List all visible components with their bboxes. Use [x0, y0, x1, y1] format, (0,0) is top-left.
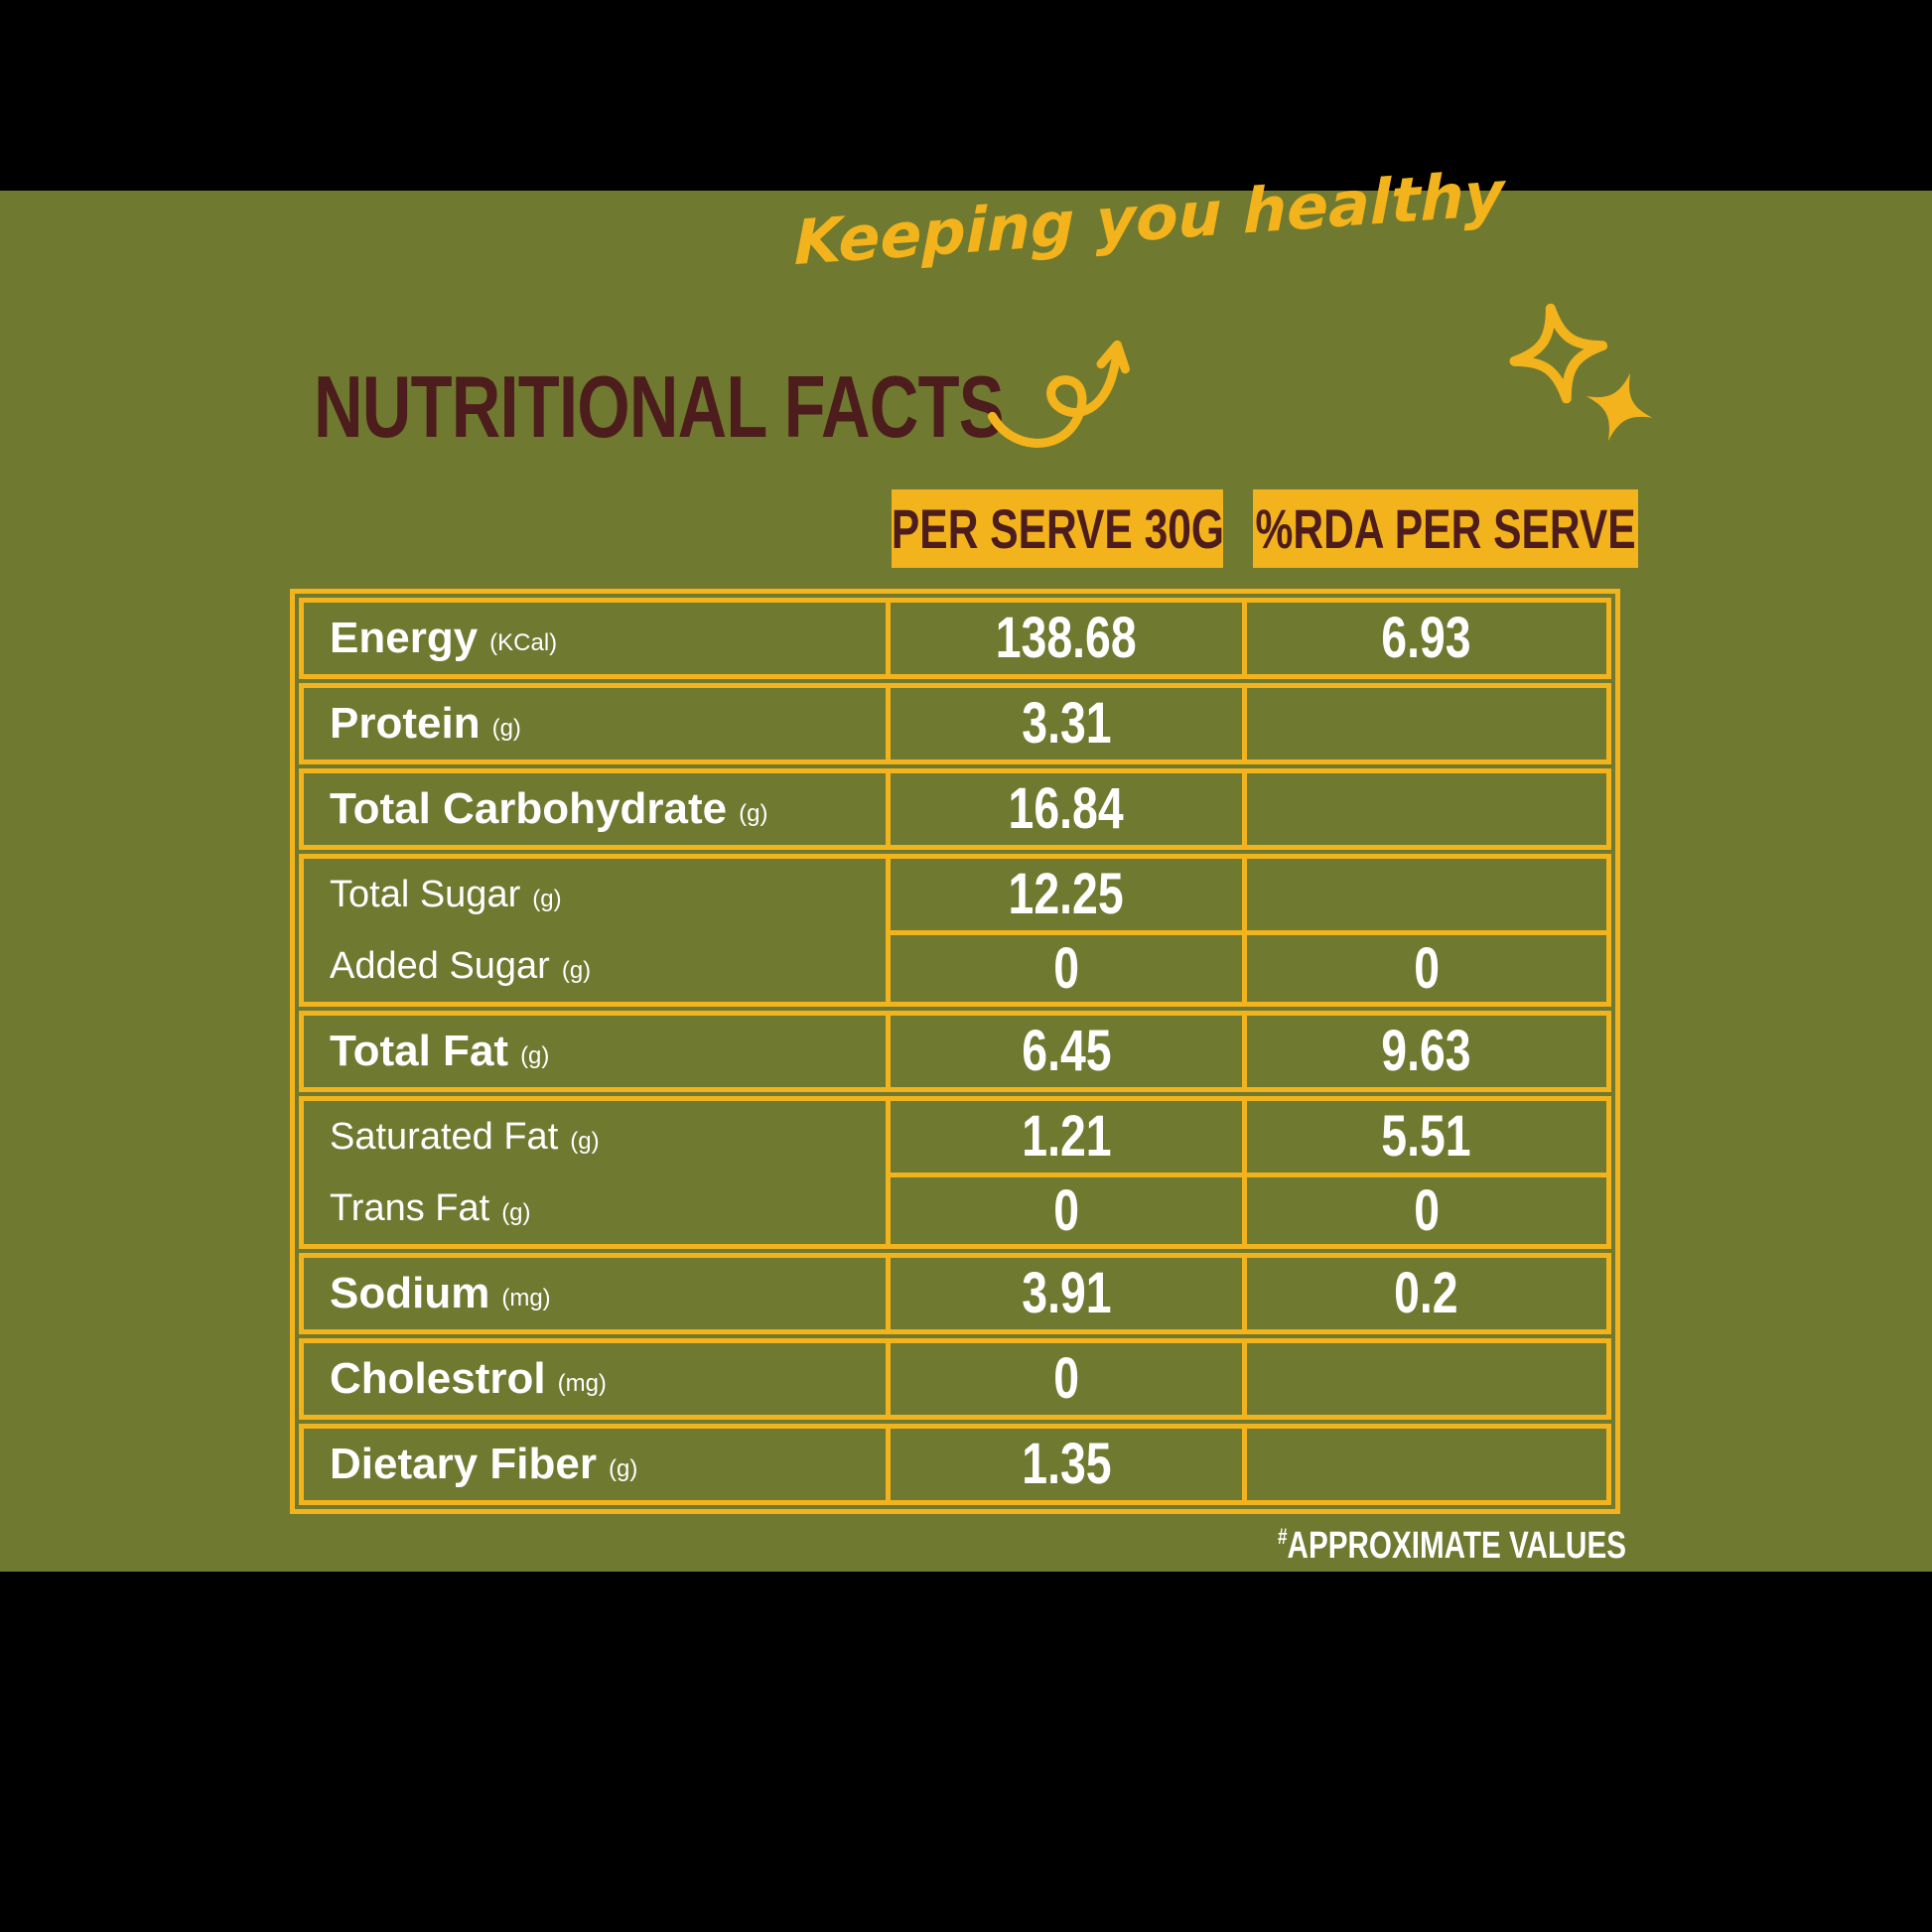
nutrient-unit: (mg) — [501, 1285, 551, 1311]
rda-value-cell: 0.2 — [1241, 1258, 1606, 1329]
nutrient-unit: (g) — [608, 1455, 638, 1482]
nutrition-table: Energy (KCal) 138.68 6.93 Protein (g) 3.31 Tota… — [290, 589, 1620, 1514]
column-header-per-serve-label: PER SERVE 30G — [892, 496, 1223, 560]
sparkle-filled-icon — [1586, 372, 1653, 442]
footnote: #APPROXIMATE VALUES — [1278, 1524, 1626, 1567]
per-serve-value: 6.45 — [1021, 1019, 1112, 1083]
nutrient-label-cell: Dietary Fiber (g) — [304, 1429, 886, 1500]
nutrient-label-cell: Sodium (mg) — [304, 1258, 886, 1329]
per-serve-value-cell: 0 — [886, 930, 1242, 1002]
table-block: Dietary Fiber (g) 1.35 — [299, 1424, 1611, 1505]
column-header-rda-label: %RDA PER SERVE — [1255, 496, 1636, 560]
per-serve-value-cell: 3.91 — [886, 1258, 1241, 1329]
sparkles-decoration — [1509, 303, 1653, 442]
nutrient-unit: (KCal) — [489, 629, 558, 656]
table-block: Cholestrol (mg) 0 — [299, 1338, 1611, 1420]
rda-value-cell: 0 — [1241, 1173, 1606, 1244]
nutrient-label-cell: Trans Fat (g) — [304, 1173, 886, 1244]
rda-value-cell — [1241, 688, 1606, 759]
rda-value: 0 — [1413, 1177, 1440, 1243]
per-serve-value-cell: 138.68 — [886, 603, 1241, 674]
rda-value-cell: 5.51 — [1241, 1101, 1606, 1173]
rda-value: 9.63 — [1381, 1019, 1471, 1083]
nutrient-name: Total Fat — [330, 1027, 509, 1075]
nutrient-label-cell: Total Sugar (g) — [304, 859, 886, 930]
page-title: NUTRITIONAL FACTS — [314, 357, 1005, 456]
nutrient-name: Saturated Fat — [330, 1115, 559, 1158]
per-serve-value-cell: 1.35 — [886, 1429, 1241, 1500]
per-serve-value-cell: 0 — [886, 1173, 1242, 1244]
per-serve-value: 138.68 — [996, 606, 1137, 670]
nutrient-label-cell: Added Sugar (g) — [304, 930, 886, 1002]
rda-value: 0.2 — [1394, 1261, 1459, 1325]
nutrient-name: Total Carbohydrate — [330, 784, 728, 833]
table-block: Energy (KCal) 138.68 6.93 — [299, 598, 1611, 679]
column-header-per-serve: PER SERVE 30G — [892, 489, 1223, 568]
nutrient-unit: (g) — [739, 800, 768, 827]
nutrient-unit: (g) — [491, 715, 521, 742]
rda-value: 0 — [1413, 935, 1440, 1001]
table-block: Total Fat (g) 6.45 9.63 — [299, 1011, 1611, 1092]
nutrient-label-cell: Total Carbohydrate (g) — [304, 773, 886, 845]
nutrient-label-cell: Cholestrol (mg) — [304, 1343, 886, 1415]
rda-value: 5.51 — [1381, 1104, 1471, 1169]
per-serve-value-cell: 1.21 — [886, 1101, 1241, 1173]
nutrient-name: Energy — [330, 614, 479, 662]
per-serve-value-cell: 12.25 — [886, 859, 1241, 930]
nutrient-label-cell: Total Fat (g) — [304, 1016, 886, 1087]
per-serve-value: 0 — [1053, 1177, 1079, 1243]
per-serve-value: 3.31 — [1021, 691, 1112, 756]
nutrient-unit: (g) — [501, 1199, 531, 1226]
nutrient-unit: (mg) — [557, 1370, 607, 1397]
column-header-rda: %RDA PER SERVE — [1253, 489, 1638, 568]
table-block: Saturated Fat (g) 1.21 5.51 Trans Fat (g) 0 0 — [299, 1096, 1611, 1249]
footnote-text: APPROXIMATE VALUES — [1287, 1525, 1626, 1567]
nutrient-name: Total Sugar — [330, 873, 521, 915]
nutrient-label-cell: Protein (g) — [304, 688, 886, 759]
nutrient-name: Protein — [330, 699, 481, 748]
per-serve-value: 1.35 — [1021, 1432, 1112, 1496]
per-serve-value: 1.21 — [1021, 1104, 1112, 1169]
rda-value-cell — [1241, 1429, 1606, 1500]
table-block: Total Carbohydrate (g) 16.84 — [299, 768, 1611, 850]
nutrient-name: Sodium — [330, 1269, 490, 1317]
rda-value-cell: 9.63 — [1241, 1016, 1606, 1087]
per-serve-value: 3.91 — [1021, 1261, 1112, 1325]
per-serve-value-cell: 6.45 — [886, 1016, 1241, 1087]
nutrient-unit: (g) — [520, 1042, 550, 1069]
rda-value-cell — [1241, 859, 1606, 930]
nutrient-label-cell: Saturated Fat (g) — [304, 1101, 886, 1173]
nutrient-label-cell: Energy (KCal) — [304, 603, 886, 674]
rda-value-cell: 0 — [1241, 930, 1606, 1002]
curved-arrow-doodle-icon — [987, 340, 1130, 448]
nutrient-unit: (g) — [561, 957, 592, 984]
table-block: Total Sugar (g) 12.25 Added Sugar (g) 0 0 — [299, 854, 1611, 1007]
rda-value: 6.93 — [1381, 606, 1471, 670]
per-serve-value: 0 — [1053, 1346, 1079, 1411]
table-block: Protein (g) 3.31 — [299, 683, 1611, 764]
per-serve-value: 0 — [1053, 935, 1079, 1001]
rda-value-cell — [1241, 773, 1606, 845]
per-serve-value: 16.84 — [1008, 776, 1125, 841]
table-block: Sodium (mg) 3.91 0.2 — [299, 1253, 1611, 1334]
rda-value-cell — [1241, 1343, 1606, 1415]
nutrient-name: Dietary Fiber — [330, 1440, 597, 1488]
per-serve-value-cell: 0 — [886, 1343, 1241, 1415]
nutrient-unit: (g) — [532, 886, 562, 912]
nutrient-name: Added Sugar — [330, 944, 550, 987]
nutrient-unit: (g) — [570, 1128, 600, 1155]
sparkle-outline-icon — [1509, 303, 1608, 404]
rda-value-cell: 6.93 — [1241, 603, 1606, 674]
per-serve-value-cell: 3.31 — [886, 688, 1241, 759]
per-serve-value-cell: 16.84 — [886, 773, 1241, 845]
nutrient-name: Trans Fat — [330, 1186, 490, 1229]
nutrient-name: Cholestrol — [330, 1354, 546, 1403]
footnote-marker: # — [1278, 1524, 1288, 1549]
per-serve-value: 12.25 — [1008, 862, 1125, 926]
